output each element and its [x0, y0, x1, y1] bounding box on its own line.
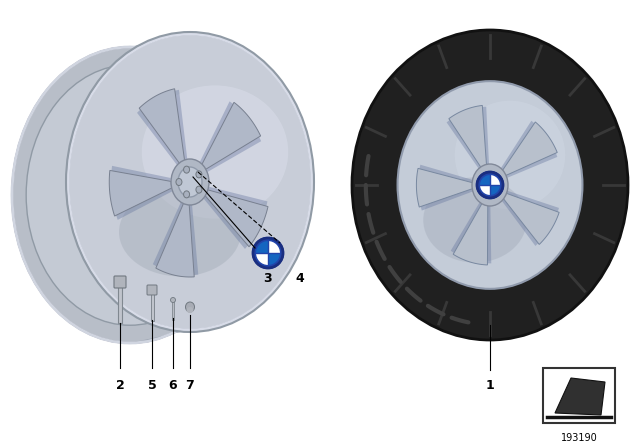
Ellipse shape [253, 238, 283, 268]
Polygon shape [453, 202, 488, 265]
Text: 4: 4 [296, 271, 305, 284]
Text: 1: 1 [486, 379, 494, 392]
Text: 7: 7 [186, 379, 195, 392]
Bar [172, 300, 174, 320]
Wedge shape [255, 253, 268, 266]
Ellipse shape [176, 178, 182, 185]
Ellipse shape [184, 191, 189, 198]
Text: 2: 2 [116, 379, 124, 392]
Polygon shape [200, 101, 261, 172]
Ellipse shape [184, 166, 189, 173]
Bar [543, 368, 615, 423]
Polygon shape [501, 122, 557, 176]
Polygon shape [205, 190, 268, 247]
Polygon shape [202, 102, 260, 169]
Wedge shape [479, 185, 490, 196]
Polygon shape [447, 107, 489, 170]
Ellipse shape [479, 174, 501, 196]
Ellipse shape [68, 34, 312, 330]
Polygon shape [109, 170, 172, 216]
Polygon shape [137, 90, 188, 165]
Wedge shape [490, 174, 501, 185]
Polygon shape [130, 34, 312, 343]
Polygon shape [555, 378, 605, 415]
Polygon shape [417, 168, 474, 207]
Ellipse shape [186, 307, 193, 313]
Ellipse shape [178, 167, 202, 197]
Bar [118, 285, 122, 323]
Wedge shape [479, 174, 490, 185]
Polygon shape [501, 190, 559, 246]
Ellipse shape [479, 172, 501, 198]
Polygon shape [451, 201, 492, 263]
Polygon shape [449, 105, 486, 169]
Text: 3: 3 [264, 271, 272, 284]
Ellipse shape [455, 101, 565, 209]
Ellipse shape [477, 172, 503, 198]
Wedge shape [268, 240, 281, 253]
Ellipse shape [171, 159, 209, 205]
Polygon shape [418, 165, 474, 211]
Ellipse shape [119, 188, 241, 276]
Ellipse shape [352, 30, 628, 340]
Polygon shape [156, 203, 194, 277]
Text: 193190: 193190 [561, 433, 597, 443]
Polygon shape [139, 89, 185, 164]
Polygon shape [500, 121, 557, 178]
Polygon shape [502, 193, 559, 245]
Text: 5: 5 [148, 379, 156, 392]
Text: 6: 6 [169, 379, 177, 392]
Ellipse shape [423, 177, 527, 263]
Ellipse shape [12, 47, 248, 343]
Wedge shape [490, 185, 501, 196]
Ellipse shape [170, 297, 175, 302]
FancyBboxPatch shape [114, 276, 126, 288]
Ellipse shape [186, 302, 195, 312]
Polygon shape [111, 166, 172, 220]
Ellipse shape [196, 171, 202, 178]
Ellipse shape [397, 81, 582, 289]
Polygon shape [153, 202, 198, 275]
Ellipse shape [196, 186, 202, 193]
FancyBboxPatch shape [147, 285, 157, 295]
Ellipse shape [255, 240, 281, 266]
Wedge shape [255, 240, 268, 253]
Polygon shape [204, 187, 268, 249]
Ellipse shape [142, 86, 288, 219]
Ellipse shape [472, 164, 508, 206]
Ellipse shape [26, 65, 234, 325]
Bar [150, 293, 154, 321]
Wedge shape [268, 253, 281, 266]
